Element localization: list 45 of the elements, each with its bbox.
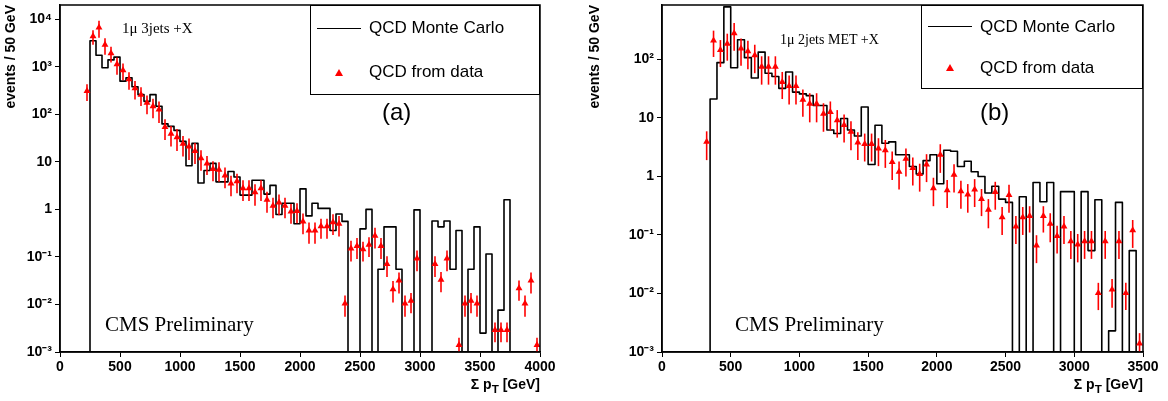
y-tick-label: 10⁻² xyxy=(26,295,53,312)
annotation: CMS Preliminary xyxy=(105,312,254,337)
y-axis-title: events / 50 GeV xyxy=(586,5,602,109)
x-tick-label: 2500 xyxy=(989,357,1022,374)
y-tick-label: 1 xyxy=(646,167,655,184)
y-tick-label: 10⁻¹ xyxy=(26,247,53,264)
legend-label: QCD from data xyxy=(369,62,484,82)
x-tick-label: 4000 xyxy=(524,357,556,374)
y-tick-label: 10 xyxy=(638,108,655,125)
y-tick-label: 1 xyxy=(44,200,53,217)
annotation: 1μ 3jets +X xyxy=(122,20,193,37)
x-tick-label: 3500 xyxy=(1127,357,1159,374)
annotation: (b) xyxy=(980,98,1010,126)
y-tick-label: 10³ xyxy=(31,57,53,74)
x-tick-label: 500 xyxy=(108,357,132,374)
x-tick-label: 1000 xyxy=(783,357,816,374)
y-tick-label: 10⁻³ xyxy=(628,342,655,359)
x-tick-label: 3000 xyxy=(404,357,436,374)
x-axis-title: Σ p$_{T}$ [GeV] xyxy=(470,376,540,395)
annotation: (a) xyxy=(382,98,412,126)
y-tick-label: 10² xyxy=(31,105,53,122)
x-tick-label: 2000 xyxy=(284,357,316,374)
x-tick-label: 0 xyxy=(56,357,65,374)
legend-label: QCD Monte Carlo xyxy=(980,16,1116,37)
legend-label: QCD Monte Carlo xyxy=(369,18,505,38)
x-tick-label: 2000 xyxy=(921,357,953,374)
y-tick-label: 10⁻² xyxy=(628,284,655,301)
y-tick-label: 10 xyxy=(36,152,53,169)
x-tick-label: 0 xyxy=(658,357,667,374)
annotation: CMS Preliminary xyxy=(735,312,884,337)
legend-label: QCD from data xyxy=(980,57,1095,78)
y-axis-title: events / 50 GeV xyxy=(2,5,18,109)
y-tick-label: 10⁻¹ xyxy=(628,225,655,242)
y-tick-label: 10⁴ xyxy=(29,10,53,27)
x-tick-label: 1500 xyxy=(224,357,256,374)
x-tick-label: 3500 xyxy=(464,357,496,374)
x-tick-label: 500 xyxy=(719,357,743,374)
x-axis-title: Σ p$_{T}$ [GeV] xyxy=(1073,376,1143,395)
y-tick-label: 10⁻³ xyxy=(26,342,53,359)
y-tick-label: 10² xyxy=(633,50,655,67)
x-tick-label: 2500 xyxy=(344,357,376,374)
annotation: 1μ 2jets MET +X xyxy=(780,32,879,48)
x-tick-label: 1500 xyxy=(852,357,884,374)
x-tick-label: 3000 xyxy=(1058,357,1091,374)
x-tick-label: 1000 xyxy=(164,357,196,374)
